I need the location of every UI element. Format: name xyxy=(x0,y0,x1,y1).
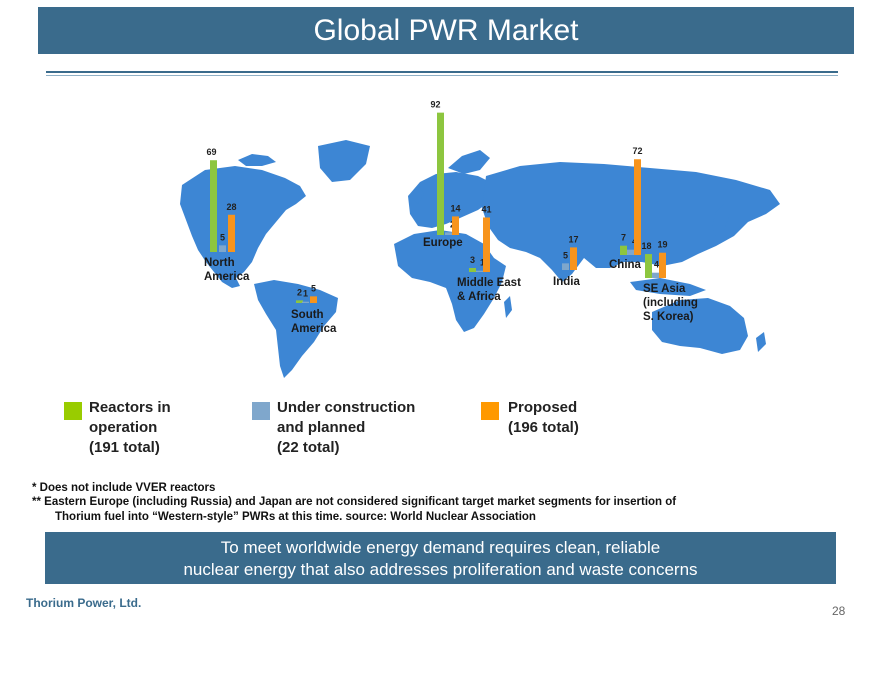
data-label-2-0: 92 xyxy=(430,100,440,110)
chart-marks: 69528NorthAmerica215SouthAmerica92214Eur… xyxy=(204,100,698,335)
footnote-source: Thorium fuel into “Western-style” PWRs a… xyxy=(55,511,536,523)
legend-swatch-construction xyxy=(252,402,270,420)
bar-3-0 xyxy=(469,268,476,272)
data-label-0-1: 5 xyxy=(220,232,225,242)
new-zealand-shape xyxy=(756,332,766,352)
data-label-1-1: 1 xyxy=(303,289,308,299)
bar-2-0 xyxy=(437,112,444,235)
banner-line-2: nuclear energy that also addresses proli… xyxy=(183,560,698,579)
category-label-5: China xyxy=(609,259,642,271)
madagascar-shape xyxy=(504,296,512,318)
data-label-5-0: 7 xyxy=(621,233,626,243)
footnote-vver: * Does not include VVER reactors xyxy=(32,482,216,494)
south-america-shape xyxy=(254,280,338,378)
footnote-eastern-europe: ** Eastern Europe (including Russia) and… xyxy=(32,496,677,508)
category-label-2: Europe xyxy=(423,237,463,249)
bar-2-1 xyxy=(445,232,452,235)
bar-3-1 xyxy=(476,270,483,272)
bar-5-1 xyxy=(627,249,634,255)
data-label-4-2: 17 xyxy=(568,234,578,244)
message-banner: To meet worldwide energy demand requires… xyxy=(45,532,836,584)
legend-label-operation: Reactors in operation (191 total) xyxy=(89,399,171,456)
bar-1-1 xyxy=(302,301,309,303)
legend-label-construction: Under construction and planned (22 total) xyxy=(277,399,416,456)
data-label-1-2: 5 xyxy=(311,283,316,293)
bar-1-0 xyxy=(296,300,303,303)
banner-line-1: To meet worldwide energy demand requires… xyxy=(220,538,661,557)
bar-3-2 xyxy=(483,217,490,272)
greenland-shape xyxy=(318,140,370,182)
africa-shape xyxy=(394,230,506,332)
bar-6-0 xyxy=(645,254,652,278)
data-label-3-1: 1 xyxy=(480,258,485,268)
category-label-3: Middle East & Africa xyxy=(457,277,521,303)
bar-2-2 xyxy=(452,216,459,235)
data-label-6-2: 19 xyxy=(657,240,667,250)
bar-6-2 xyxy=(659,252,666,278)
bar-0-2 xyxy=(228,214,235,252)
data-label-3-2: 41 xyxy=(481,204,491,214)
category-label-6: SE Asia (including S. Korea) xyxy=(643,283,698,323)
legend-swatch-proposed xyxy=(481,402,499,420)
canada-islands-shape xyxy=(238,154,276,166)
category-label-4: India xyxy=(553,276,580,288)
page-number: 28 xyxy=(832,604,846,618)
data-label-5-2: 72 xyxy=(632,146,642,156)
bar-6-1 xyxy=(652,272,659,278)
legend-swatch-operation xyxy=(64,402,82,420)
category-label-0: North America xyxy=(204,257,250,283)
data-label-2-2: 14 xyxy=(450,203,460,213)
bar-5-0 xyxy=(620,245,627,255)
indonesia-shape xyxy=(630,278,706,296)
data-label-6-0: 18 xyxy=(641,241,651,251)
data-label-3-0: 3 xyxy=(470,255,475,265)
world-map xyxy=(180,140,780,378)
bar-4-1 xyxy=(562,263,569,270)
data-label-4-1: 5 xyxy=(563,250,568,260)
bar-0-1 xyxy=(219,245,226,252)
europe-shape xyxy=(408,172,494,228)
asia-shape xyxy=(482,162,780,282)
data-label-0-2: 28 xyxy=(226,202,236,212)
north-america-shape xyxy=(180,166,306,288)
bar-5-2 xyxy=(634,159,641,255)
uk-shape xyxy=(410,186,424,204)
title-rule xyxy=(46,71,838,73)
scandinavia-shape xyxy=(448,150,490,174)
world-map-chart: 69528NorthAmerica215SouthAmerica92214Eur… xyxy=(180,100,780,378)
category-label-1: South America xyxy=(291,309,337,335)
bar-4-2 xyxy=(570,247,577,270)
data-label-0-0: 69 xyxy=(206,147,216,157)
company-name: Thorium Power, Ltd. xyxy=(26,596,142,610)
bar-0-0 xyxy=(210,160,217,252)
bar-1-2 xyxy=(310,296,317,303)
title-rule-thin xyxy=(46,75,838,76)
data-label-1-0: 2 xyxy=(297,287,302,297)
data-label-6-1: 4 xyxy=(654,260,659,270)
australia-shape xyxy=(652,298,748,354)
legend-label-proposed: Proposed (196 total) xyxy=(508,399,579,436)
page-title: Global PWR Market xyxy=(38,7,854,54)
japan-shape xyxy=(712,204,730,236)
